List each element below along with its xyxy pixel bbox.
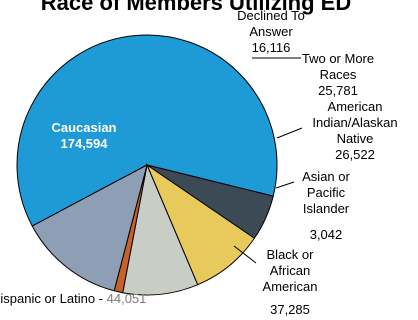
hispanic-note-prefix: Hispanic or Latino - (0, 291, 107, 306)
label-declined-value: 16,116 (252, 40, 291, 55)
hispanic-note: Hispanic or Latino - 44,051 (0, 291, 146, 306)
label-american-indian-line2: Indian/Alaskan (312, 115, 397, 130)
chart-title: Race of Members Utilizing ED (41, 0, 352, 15)
label-black-line2: African (270, 263, 310, 278)
hispanic-note-value: 44,051 (107, 291, 147, 306)
pie-slice-caucasian (16, 34, 278, 227)
label-black-line1: Black or (267, 247, 315, 262)
pie-slice-black-or-african-american (31, 164, 148, 292)
label-two-or-more-line1: Two or More (302, 51, 374, 66)
pie-slices (16, 34, 278, 296)
leader-black (233, 245, 257, 264)
label-asian-line3: Islander (303, 201, 350, 216)
label-american-indian-line3: Native (337, 131, 374, 146)
label-declined-line1: Declined To (237, 8, 305, 23)
label-american-indian-value: 26,522 (335, 147, 375, 162)
pie-slice-american-indian-alaskan-native (122, 163, 199, 296)
label-asian-value: 3,042 (310, 227, 343, 242)
label-black-value: 37,285 (270, 302, 310, 317)
label-caucasian-name: Caucasian (51, 120, 116, 135)
label-american-indian-line1: American (328, 99, 383, 114)
label-two-or-more-line2: Races (320, 67, 357, 82)
label-asian-line2: Pacific (307, 185, 346, 200)
leader-asian (275, 181, 295, 189)
label-declined-line2: Answer (249, 24, 293, 39)
leader-american-indian (276, 127, 303, 139)
label-caucasian-value: 174,594 (61, 136, 109, 151)
label-black-line3: American (263, 279, 318, 294)
label-asian-line1: Asian or (302, 169, 350, 184)
label-two-or-more-value: 25,781 (318, 83, 358, 98)
